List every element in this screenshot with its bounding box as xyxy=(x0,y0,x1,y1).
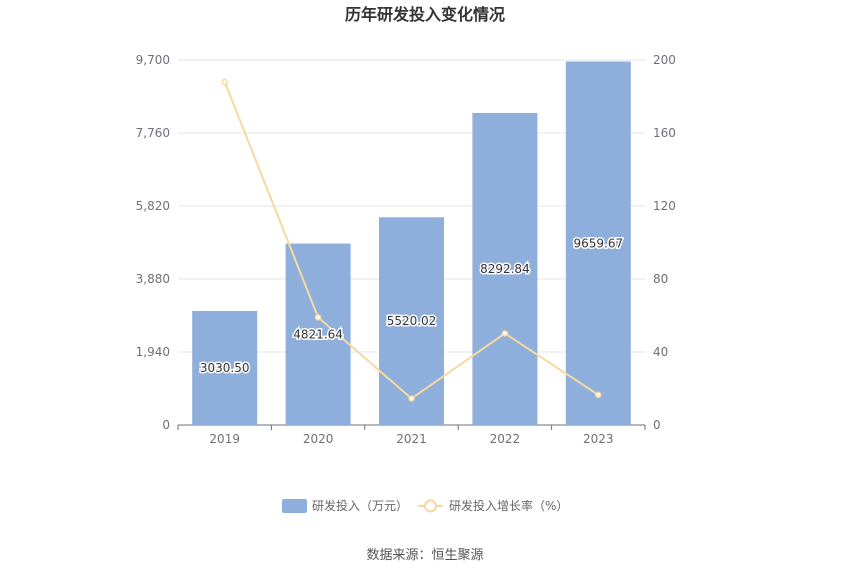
bar[interactable] xyxy=(285,243,351,425)
x-tick-label: 2021 xyxy=(396,432,427,446)
x-axis: 2019 2020 2021 2022 2023 xyxy=(177,424,646,446)
left-tick-label: 5,820 xyxy=(136,199,170,213)
right-tick-label: 40 xyxy=(653,345,668,359)
bar[interactable] xyxy=(565,61,631,425)
bar[interactable] xyxy=(192,310,258,425)
right-tick-label: 160 xyxy=(653,126,676,140)
right-y-axis: 0 40 80 120 160 200 xyxy=(653,53,676,432)
left-y-axis: 0 1,940 3,880 5,820 7,760 9,700 xyxy=(136,53,170,432)
bar-value-label: 5520.02 xyxy=(387,314,437,328)
legend: 研发投入（万元） 研发投入增长率（%） xyxy=(282,498,568,513)
legend-bar-swatch xyxy=(282,499,307,513)
bar-value-label: 4821.64 xyxy=(293,327,343,341)
bar[interactable] xyxy=(472,112,538,426)
left-tick-label: 7,760 xyxy=(136,126,170,140)
legend-item-bar[interactable]: 研发投入（万元） xyxy=(282,498,408,513)
x-tick-label: 2023 xyxy=(583,432,614,446)
x-tick-label: 2020 xyxy=(303,432,334,446)
left-tick-label: 3,880 xyxy=(136,272,170,286)
right-tick-label: 0 xyxy=(653,418,661,432)
left-tick-label: 1,940 xyxy=(136,345,170,359)
line-point[interactable] xyxy=(221,78,228,86)
right-tick-label: 80 xyxy=(653,272,668,286)
line-point[interactable] xyxy=(501,330,509,337)
data-source: 数据来源：恒生聚源 xyxy=(366,548,483,563)
line-point[interactable] xyxy=(595,391,602,399)
bar-data-labels: 3030.50 4821.64 5520.02 8292.84 9659.67 xyxy=(198,235,624,377)
x-tick-label: 2022 xyxy=(490,432,521,446)
bar-value-label: 8292.84 xyxy=(480,262,530,276)
chart-title: 历年研发投入变化情况 xyxy=(345,5,505,24)
bar-value-label: 3030.50 xyxy=(200,361,250,375)
legend-item-line[interactable]: 研发投入增长率（%） xyxy=(418,498,568,513)
bar[interactable] xyxy=(379,217,444,425)
legend-line-marker xyxy=(424,499,437,513)
legend-bar-label: 研发投入（万元） xyxy=(312,498,408,513)
bar-series xyxy=(192,61,631,426)
line-series xyxy=(221,78,602,402)
right-tick-label: 200 xyxy=(653,53,676,67)
left-tick-label: 9,700 xyxy=(136,53,170,67)
x-tick-label: 2019 xyxy=(209,432,240,446)
line-point[interactable] xyxy=(408,395,415,402)
line-point[interactable] xyxy=(314,314,322,321)
right-tick-label: 120 xyxy=(653,199,676,213)
bar-value-label: 9659.67 xyxy=(573,236,623,250)
legend-line-label: 研发投入增长率（%） xyxy=(449,498,568,513)
left-tick-label: 0 xyxy=(162,418,170,432)
